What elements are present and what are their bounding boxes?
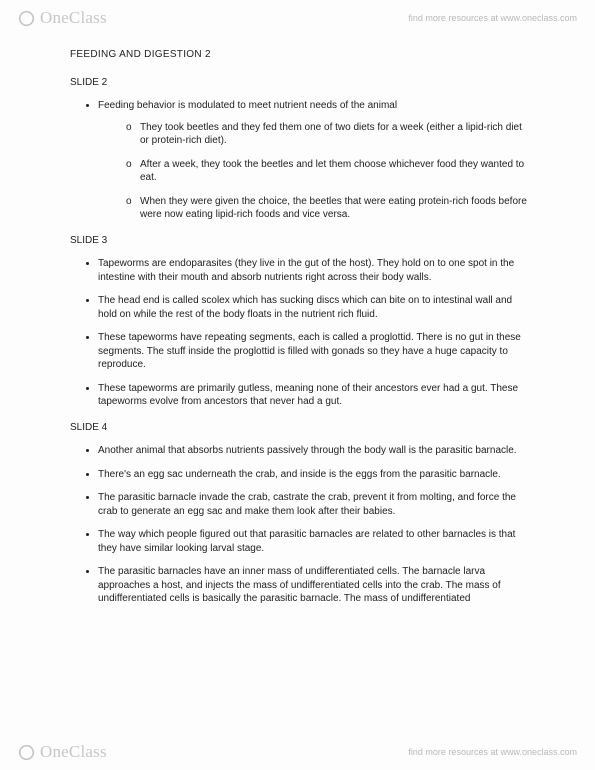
bullet-item: Feeding behavior is modulated to meet nu… (98, 99, 533, 222)
slide-section: SLIDE 3 Tapeworms are endoparasites (the… (70, 234, 533, 409)
bullet-item: There's an egg sac underneath the crab, … (98, 468, 533, 482)
bullet-item: The head end is called scolex which has … (98, 294, 533, 321)
slide-section: SLIDE 4 Another animal that absorbs nutr… (70, 421, 533, 606)
sub-bullet-item: When they were given the choice, the bee… (126, 195, 533, 222)
bullet-item: The parasitic barnacle invade the crab, … (98, 491, 533, 518)
bullet-item: The way which people figured out that pa… (98, 528, 533, 555)
bottom-bar: OneClass find more resources at www.onec… (0, 738, 595, 766)
slide-heading: SLIDE 3 (70, 234, 533, 248)
brand-icon (18, 10, 35, 27)
bullet-list: Tapeworms are endoparasites (they live i… (70, 257, 533, 409)
bullet-list: Feeding behavior is modulated to meet nu… (70, 99, 533, 222)
brand-logo: OneClass (18, 8, 107, 28)
resources-link-bottom[interactable]: find more resources at www.oneclass.com (408, 747, 577, 757)
brand-icon (18, 744, 35, 761)
bullet-text: Feeding behavior is modulated to meet nu… (98, 100, 397, 111)
sub-bullet-list: They took beetles and they fed them one … (98, 121, 533, 222)
top-bar: OneClass find more resources at www.onec… (0, 4, 595, 32)
sub-bullet-item: After a week, they took the beetles and … (126, 158, 533, 185)
slide-section: SLIDE 2 Feeding behavior is modulated to… (70, 76, 533, 222)
document-title: FEEDING AND DIGESTION 2 (70, 48, 533, 62)
brand-name: OneClass (40, 8, 107, 28)
bullet-item: These tapeworms have repeating segments,… (98, 331, 533, 372)
brand-name-bottom: OneClass (40, 742, 107, 762)
bullet-list: Another animal that absorbs nutrients pa… (70, 444, 533, 606)
slide-heading: SLIDE 2 (70, 76, 533, 90)
brand-logo-bottom: OneClass (18, 742, 107, 762)
document-body: FEEDING AND DIGESTION 2 SLIDE 2 Feeding … (70, 48, 533, 616)
bullet-item: The parasitic barnacles have an inner ma… (98, 565, 533, 606)
bullet-item: These tapeworms are primarily gutless, m… (98, 382, 533, 409)
sub-bullet-item: They took beetles and they fed them one … (126, 121, 533, 148)
bullet-item: Tapeworms are endoparasites (they live i… (98, 257, 533, 284)
bullet-item: Another animal that absorbs nutrients pa… (98, 444, 533, 458)
slide-heading: SLIDE 4 (70, 421, 533, 435)
resources-link-top[interactable]: find more resources at www.oneclass.com (408, 13, 577, 23)
